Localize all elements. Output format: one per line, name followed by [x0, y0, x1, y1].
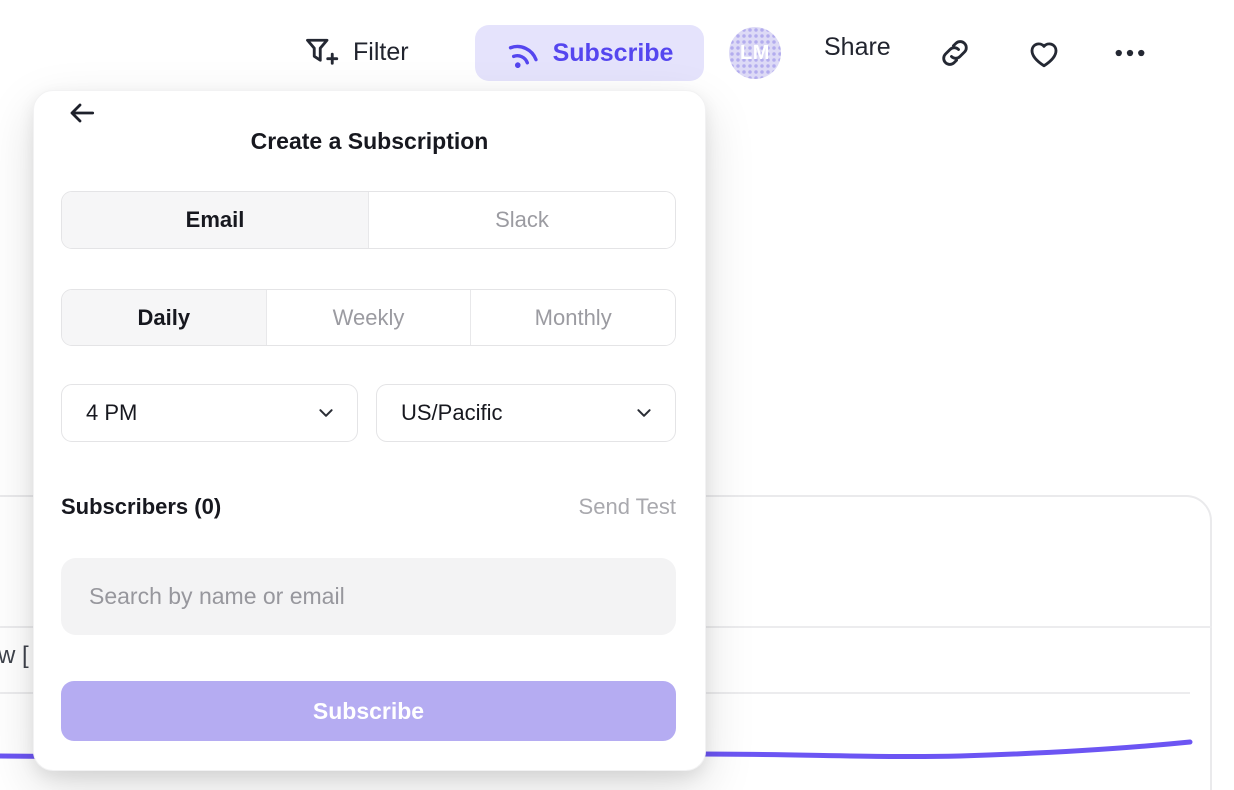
heart-icon: [1026, 35, 1062, 71]
tab-weekly[interactable]: Weekly: [265, 290, 471, 345]
share-button[interactable]: Share: [824, 33, 891, 62]
timezone-select-value: US/Pacific: [401, 400, 503, 425]
avatar-initials: LM: [740, 41, 770, 64]
tab-slack[interactable]: Slack: [368, 192, 675, 248]
timezone-select[interactable]: US/Pacific: [376, 384, 676, 442]
back-button[interactable]: [62, 93, 102, 133]
arrow-left-icon: [66, 97, 98, 129]
favorite-button[interactable]: [1024, 33, 1064, 73]
rss-icon: [506, 36, 540, 70]
link-icon: [938, 36, 972, 70]
clipped-background-text: w [: [0, 642, 29, 669]
subscribers-count-label: Subscribers (0): [61, 494, 222, 519]
channel-tabs: Email Slack: [61, 191, 676, 249]
popover-header: Create a Subscription: [34, 119, 705, 164]
create-subscription-popover: Create a Subscription Email Slack Daily …: [33, 90, 706, 771]
tab-monthly[interactable]: Monthly: [470, 290, 675, 345]
copy-link-button[interactable]: [935, 33, 975, 73]
ellipsis-icon: [1112, 35, 1148, 71]
share-label: Share: [824, 33, 891, 61]
frequency-tabs: Daily Weekly Monthly: [61, 289, 676, 346]
filter-plus-icon: [303, 35, 339, 71]
tab-email[interactable]: Email: [62, 192, 368, 248]
toolbar: Filter Subscribe LM Share: [0, 0, 1234, 90]
subscriber-search-input[interactable]: [61, 558, 676, 635]
time-select[interactable]: 4 PM: [61, 384, 358, 442]
schedule-row: 4 PM US/Pacific: [61, 384, 676, 442]
subscribe-toolbar-button[interactable]: Subscribe: [475, 25, 704, 81]
more-options-button[interactable]: [1110, 33, 1150, 73]
time-select-value: 4 PM: [86, 400, 138, 425]
tab-daily[interactable]: Daily: [62, 290, 266, 345]
send-test-button[interactable]: Send Test: [578, 494, 676, 519]
filter-label: Filter: [353, 38, 409, 66]
subscribe-toolbar-label: Subscribe: [552, 38, 674, 67]
filter-button[interactable]: Filter: [303, 30, 409, 75]
chevron-down-icon: [635, 404, 653, 422]
chevron-down-icon: [317, 404, 335, 422]
user-avatar[interactable]: LM: [729, 27, 781, 79]
subscribers-row: Subscribers (0) Send Test: [61, 494, 676, 520]
subscribe-submit-button[interactable]: Subscribe: [61, 681, 676, 741]
popover-title: Create a Subscription: [250, 128, 489, 154]
